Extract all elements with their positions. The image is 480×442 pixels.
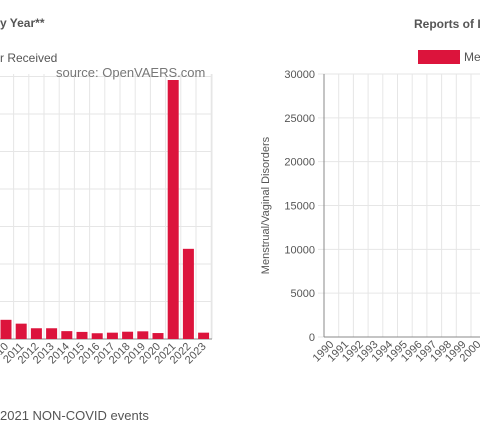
- legend-swatch: [418, 50, 460, 64]
- left-bar-chart: 1020112012201320142015201620172018201920…: [0, 74, 213, 366]
- y-tick-label: 0: [309, 332, 315, 344]
- bar-2011: [15, 323, 27, 339]
- bar-2020: [152, 333, 164, 339]
- bar-2012: [30, 328, 42, 339]
- bar-2019: [137, 331, 149, 339]
- bar-2018: [122, 331, 134, 339]
- x-tick-label: 10: [0, 341, 11, 358]
- right-chart-title: Reports of I: [414, 17, 480, 31]
- bar-2023: [198, 332, 210, 339]
- y-tick-label: 15000: [284, 201, 315, 213]
- bar-2015: [76, 331, 88, 339]
- right-chart-legend[interactable]: Me: [418, 50, 480, 64]
- y-tick-label: 10000: [284, 244, 315, 256]
- y-axis-label: Menstrual/Vaginal Disorders: [260, 136, 272, 274]
- bar-2022: [182, 248, 194, 339]
- left-chart-legend[interactable]: r Received: [0, 51, 58, 65]
- y-tick-label: 25000: [284, 113, 315, 125]
- left-chart-title: y Year**: [0, 16, 45, 30]
- bar-2013: [46, 328, 58, 339]
- y-tick-label: 30000: [284, 69, 315, 81]
- bar-2014: [61, 331, 73, 339]
- right-bar-chart: 0 5000 10000 15000 20000 25000 30000 Menstrual/…: [260, 69, 480, 364]
- bar-2021: [167, 80, 179, 339]
- bar-2017: [106, 332, 118, 339]
- y-tick-label: 5000: [291, 288, 315, 300]
- bar-2016: [91, 333, 103, 339]
- bar-2010: [0, 319, 12, 339]
- source-watermark: source: OpenVAERS.com: [56, 65, 206, 80]
- y-tick-label: 20000: [284, 157, 315, 169]
- right-legend-label: Me: [464, 50, 480, 64]
- footnote-text: 2021 NON-COVID events: [0, 408, 149, 423]
